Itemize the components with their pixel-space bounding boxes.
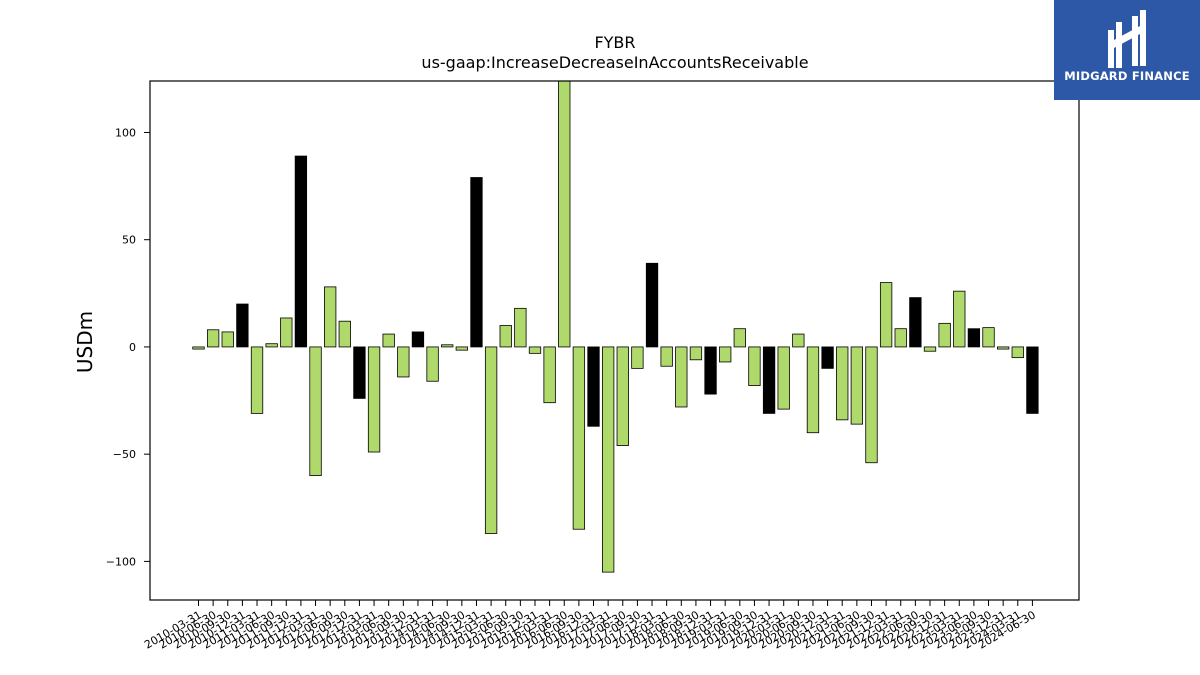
- bar-2014-06-30: [441, 344, 454, 348]
- bar-2021-12-31: [879, 282, 893, 348]
- chart-title: FYBR: [594, 33, 635, 52]
- bar-2023-03-31: [953, 290, 966, 348]
- bar-2018-03-31: [660, 346, 673, 367]
- bar-2017-06-30: [616, 346, 629, 446]
- bar-2018-12-31: [704, 346, 717, 395]
- chart-subtitle: us-gaap:IncreaseDecreaseInAccountsReceiv…: [421, 53, 808, 72]
- bar-2021-06-30: [850, 346, 863, 425]
- bar-2022-12-31: [938, 322, 951, 348]
- bar-2018-06-30: [675, 346, 688, 408]
- bar-2020-03-31: [777, 346, 790, 410]
- y-tick-label: 100: [115, 126, 136, 139]
- bar-2022-06-30: [909, 297, 922, 348]
- y-ticks-group: −100 −50 0 50 100: [106, 126, 150, 568]
- bar-2024-06-30: [1026, 346, 1039, 414]
- bar-2016-12-31: [587, 346, 600, 427]
- bar-2023-12-31: [997, 346, 1010, 350]
- bar-2019-12-31: [762, 346, 776, 414]
- bar-2023-06-30: [967, 328, 981, 348]
- bar-2013-03-31: [367, 346, 381, 453]
- bar-2011-12-31: [294, 155, 308, 348]
- bar-2013-06-30: [382, 333, 395, 348]
- bar-2020-06-30: [792, 333, 805, 348]
- bar-2016-09-30: [572, 346, 586, 530]
- bar-2011-09-30: [280, 317, 293, 348]
- bar-2010-09-30: [221, 331, 234, 348]
- bar-2016-06-30: [558, 81, 571, 348]
- bar-2014-03-31: [426, 346, 439, 382]
- bar-2016-03-31: [543, 346, 556, 404]
- bar-2015-03-31: [484, 346, 498, 534]
- bar-2018-09-30: [689, 346, 703, 361]
- bar-2011-03-31: [250, 346, 264, 414]
- bar-2010-12-31: [236, 303, 249, 348]
- brand-logo: MIDGARD FINANCE: [1054, 0, 1200, 100]
- bar-2021-03-31: [836, 346, 849, 421]
- bar-2012-03-31: [309, 346, 322, 477]
- bar-2013-12-31: [411, 331, 425, 348]
- bar-2017-09-30: [631, 346, 644, 369]
- bar-2017-12-31: [645, 262, 659, 348]
- bar-2010-06-30: [206, 329, 220, 348]
- bar-2023-09-30: [982, 327, 995, 348]
- bar-2022-09-30: [923, 346, 937, 352]
- bar-2010-03-31: [192, 346, 205, 350]
- bar-2013-09-30: [397, 346, 410, 378]
- plot-frame: [149, 80, 1080, 601]
- bar-2014-09-30: [455, 346, 468, 351]
- y-tick-label: −50: [113, 448, 136, 461]
- bar-2012-09-30: [338, 320, 351, 348]
- bar-2015-06-30: [499, 325, 512, 348]
- bar-2015-09-30: [514, 307, 527, 348]
- bar-2015-12-31: [528, 346, 542, 354]
- bar-2020-12-31: [821, 346, 834, 369]
- bar-2019-09-30: [748, 346, 761, 386]
- bar-2011-06-30: [265, 343, 278, 348]
- bar-2020-09-30: [806, 346, 820, 434]
- bars-group: [192, 81, 1039, 573]
- y-tick-label: 0: [129, 341, 136, 354]
- bar-2017-03-31: [601, 346, 615, 573]
- y-axis-label: USDm: [73, 311, 97, 373]
- y-tick-label: −100: [106, 555, 136, 568]
- bar-2012-12-31: [353, 346, 366, 399]
- bar-2022-03-31: [894, 328, 907, 348]
- y-tick-label: 50: [122, 234, 136, 247]
- bar-2024-03-31: [1011, 346, 1024, 359]
- brand-name: MIDGARD FINANCE: [1064, 69, 1190, 83]
- midgard-logo-icon: [1108, 10, 1146, 68]
- bar-2021-09-30: [865, 346, 878, 464]
- bar-2019-03-31: [719, 346, 732, 363]
- x-ticks-group: 2010-03-312010-06-302010-09-302010-12-31…: [142, 600, 1038, 652]
- bar-2012-06-30: [324, 286, 337, 348]
- bar-2014-12-31: [470, 177, 483, 348]
- bar-2019-06-30: [733, 328, 746, 348]
